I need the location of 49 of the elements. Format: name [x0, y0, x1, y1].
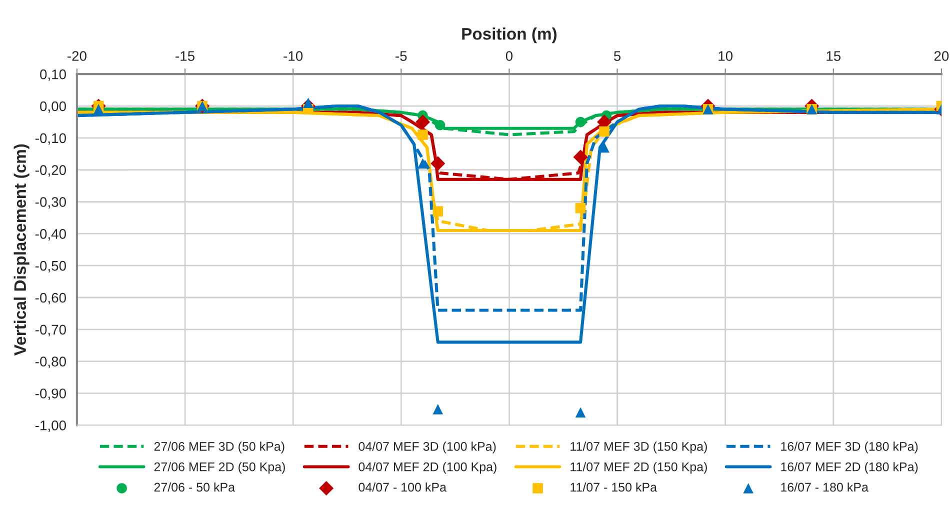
legend-label: 04/07 MEF 2D (100 Kpa): [358, 462, 496, 474]
point: [418, 130, 428, 140]
y-tick-label: -0,20: [35, 165, 66, 177]
x-tick-label: 20: [934, 51, 949, 61]
point: [599, 126, 610, 137]
point: [415, 114, 430, 130]
y-tick-label: -1,00: [35, 420, 66, 432]
legend-label: 11/07 MEF 3D (150 Kpa): [570, 442, 707, 454]
point: [418, 158, 428, 169]
y-tick-label: -0,70: [35, 324, 66, 336]
y-tick-label: -0,50: [35, 260, 66, 272]
legend-label: 11/07 - 150 kPa: [570, 482, 657, 492]
point: [303, 98, 314, 108]
legend-label: 11/07 MEF 2D (150 Kpa): [570, 462, 707, 474]
x-tick-label: -15: [176, 51, 194, 61]
point: [432, 206, 444, 216]
y-tick-label: -0,10: [35, 133, 66, 145]
x-axis-title: Position (m): [462, 28, 557, 44]
y-tick-label: 0,00: [40, 101, 66, 113]
y-tick-label: 0,10: [40, 69, 66, 81]
x-tick-label: -10: [284, 51, 303, 61]
point: [575, 116, 586, 128]
y-tick-label: -0,40: [35, 229, 66, 240]
x-tick-label: 5: [614, 51, 621, 61]
legend-label: 16/07 MEF 3D (180 kPa): [781, 442, 918, 454]
x-tick-label: -5: [396, 51, 407, 61]
point: [93, 104, 104, 114]
y-tick-label: -0,80: [35, 356, 66, 368]
legend-label: 16/07 MEF 2D (180 kPa): [781, 462, 918, 474]
x-tick-label: 15: [826, 51, 841, 61]
x-tick-label: 10: [718, 51, 733, 61]
legend-label: 04/07 - 100 kPa: [358, 482, 446, 492]
y-tick-label: -0,30: [35, 197, 66, 209]
point: [573, 150, 588, 164]
point: [432, 404, 444, 414]
x-tick-label: 0: [506, 51, 513, 61]
legend-label: 27/06 MEF 2D (50 Kpa): [154, 462, 285, 474]
y-tick-label: -0,90: [35, 388, 66, 400]
y-axis-title: Vertical Displacement (cm): [14, 144, 30, 356]
y-tick-label: -0,60: [35, 292, 66, 304]
point: [575, 202, 586, 214]
point: [430, 156, 446, 171]
legend-label: 16/07 - 180 kPa: [781, 482, 868, 492]
x-tick-label: -20: [68, 51, 86, 61]
legend-label: 27/06 MEF 3D (50 kPa): [154, 442, 284, 454]
legend-label: 04/07 MEF 3D (100 kPa): [358, 442, 496, 454]
legend-label: 27/06 - 50 kPa: [154, 482, 236, 492]
point: [434, 120, 446, 130]
point: [575, 407, 586, 418]
